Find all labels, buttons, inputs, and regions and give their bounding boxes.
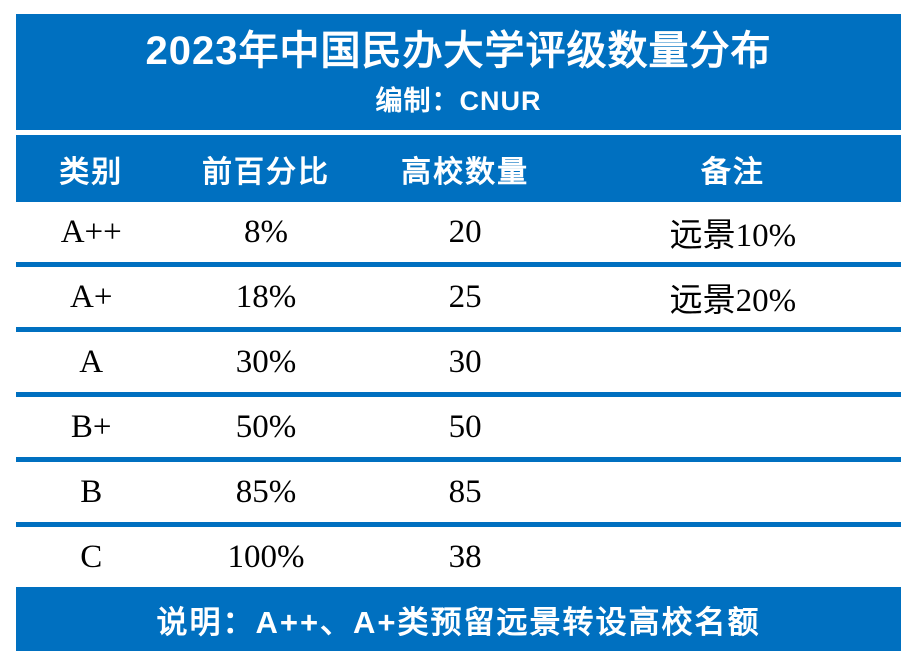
column-header-percentile: 前百分比 [202, 155, 330, 189]
table-cell: 远景20% [669, 283, 797, 319]
column-header-remarks: 备注 [700, 155, 765, 189]
table-row: A 30% 30 [16, 332, 901, 392]
table-cell: 18% [235, 278, 297, 315]
footer-note-band: 说明：A++、A+类预留远景转设高校名额 [16, 587, 901, 651]
table-cell: C [80, 538, 103, 575]
column-header-count: 高校数量 [401, 155, 530, 189]
table-cell: 20 [448, 213, 482, 250]
table-cell: A [79, 343, 104, 380]
table-row: B+ 50% 50 [16, 397, 901, 457]
title-band: 2023年中国民办大学评级数量分布 编制：CNUR [16, 14, 901, 130]
table-cell: 30 [448, 343, 482, 380]
footer-note: 说明：A++、A+类预留远景转设高校名额 [156, 604, 761, 640]
table-cell: 50% [235, 408, 297, 445]
column-header-category: 类别 [59, 155, 124, 189]
table-body: A++ 8% 20 远景10% A+ 18% 25 远景20% A 30% 30 B+ 50% 50 B 85… [16, 202, 901, 587]
row-divider [16, 457, 901, 462]
row-divider [16, 262, 901, 267]
table-cell: A+ [69, 278, 113, 315]
title-header-divider [16, 130, 901, 135]
table-cell: 100% [227, 538, 305, 575]
table-cell: 85% [235, 473, 297, 510]
rating-table-card: 2023年中国民办大学评级数量分布 编制：CNUR 类别 前百分比 高校数量 备… [16, 14, 901, 651]
table-row: A+ 18% 25 远景20% [16, 267, 901, 327]
table-cell: B [80, 473, 103, 510]
table-cell: A++ [60, 213, 122, 250]
table-cell: 85 [448, 473, 482, 510]
table-header-row: 类别 前百分比 高校数量 备注 [16, 135, 901, 202]
table-cell: 25 [448, 278, 482, 315]
compiler-subtitle: 编制：CNUR [375, 85, 542, 116]
table-cell: 30% [235, 343, 297, 380]
table-cell: 38 [448, 538, 482, 575]
table-cell: B+ [70, 408, 112, 445]
table-cell: 远景10% [669, 218, 797, 254]
row-divider [16, 522, 901, 527]
table-row: B 85% 85 [16, 462, 901, 522]
table-cell: 8% [244, 213, 288, 250]
table-row: A++ 8% 20 远景10% [16, 202, 901, 262]
page-title: 2023年中国民办大学评级数量分布 [145, 28, 772, 73]
row-divider [16, 327, 901, 332]
table-cell: 50 [448, 408, 482, 445]
table-row: C 100% 38 [16, 527, 901, 587]
row-divider [16, 392, 901, 397]
